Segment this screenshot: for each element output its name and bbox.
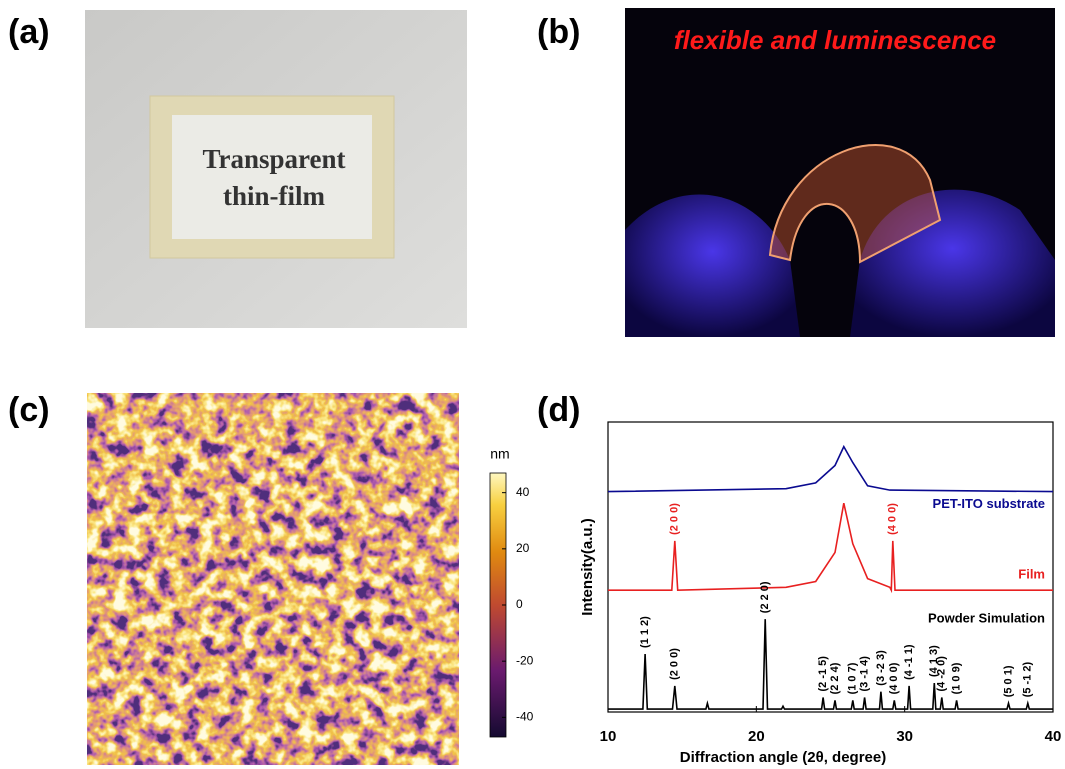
peak-label: (2 0 0) <box>669 648 681 680</box>
peak-label: (2 2 0) <box>759 581 771 613</box>
x-tick-label: 30 <box>896 728 913 745</box>
x-axis-label: Diffraction angle (2θ, degree) <box>680 749 886 766</box>
afm-image <box>87 393 459 765</box>
photo-text: Transparent <box>202 144 345 174</box>
colorbar-tick-label: -40 <box>516 710 534 724</box>
peak-label: (4 0 0) <box>888 662 900 694</box>
colorbar-tick-label: 0 <box>516 597 523 611</box>
colorbar-title: nm <box>490 446 509 462</box>
series-label: PET-ITO substrate <box>933 496 1045 511</box>
panel-label: (d) <box>537 391 580 429</box>
peak-label: (1 1 2) <box>639 616 651 648</box>
peak-label: (1 0 7) <box>847 662 859 694</box>
x-tick-label: 20 <box>748 728 765 745</box>
caption: flexible and luminescence <box>674 25 996 55</box>
panel-label: (a) <box>8 13 50 51</box>
colorbar-tick-label: -20 <box>516 653 534 667</box>
film-window <box>172 115 372 239</box>
peak-label: (3 -2 3) <box>875 650 887 686</box>
peak-label: (4 -1 1) <box>903 644 915 680</box>
series-line <box>608 447 1053 492</box>
peak-label: (5 0 1) <box>1002 665 1014 697</box>
x-tick-label: 10 <box>600 728 617 745</box>
peak-label: (2 0 0) <box>669 503 681 535</box>
colorbar-tick-label: 40 <box>516 485 530 499</box>
figure: (a) Transparent thin-film (b) flexible a… <box>0 0 1065 769</box>
peak-label: (2 -1 5) <box>817 656 829 692</box>
peak-label: (4 -2 0) <box>936 656 948 692</box>
panel-label: (c) <box>8 391 50 429</box>
peak-label: (5 -1 2) <box>1022 662 1034 698</box>
peak-label: (1 0 9) <box>950 662 962 694</box>
series-label: Powder Simulation <box>928 611 1045 626</box>
peak-label: (2 2 4) <box>829 662 841 694</box>
series-label: Film <box>1018 567 1045 582</box>
peak-label: (3 -1 4) <box>859 656 871 692</box>
photo-text: thin-film <box>223 181 326 211</box>
peak-label: (4 0 0) <box>887 503 899 535</box>
colorbar-tick-label: 20 <box>516 541 530 555</box>
panel-label: (b) <box>537 13 580 51</box>
x-tick-label: 40 <box>1045 728 1062 745</box>
y-axis-label: Intensity(a.u.) <box>579 518 596 616</box>
